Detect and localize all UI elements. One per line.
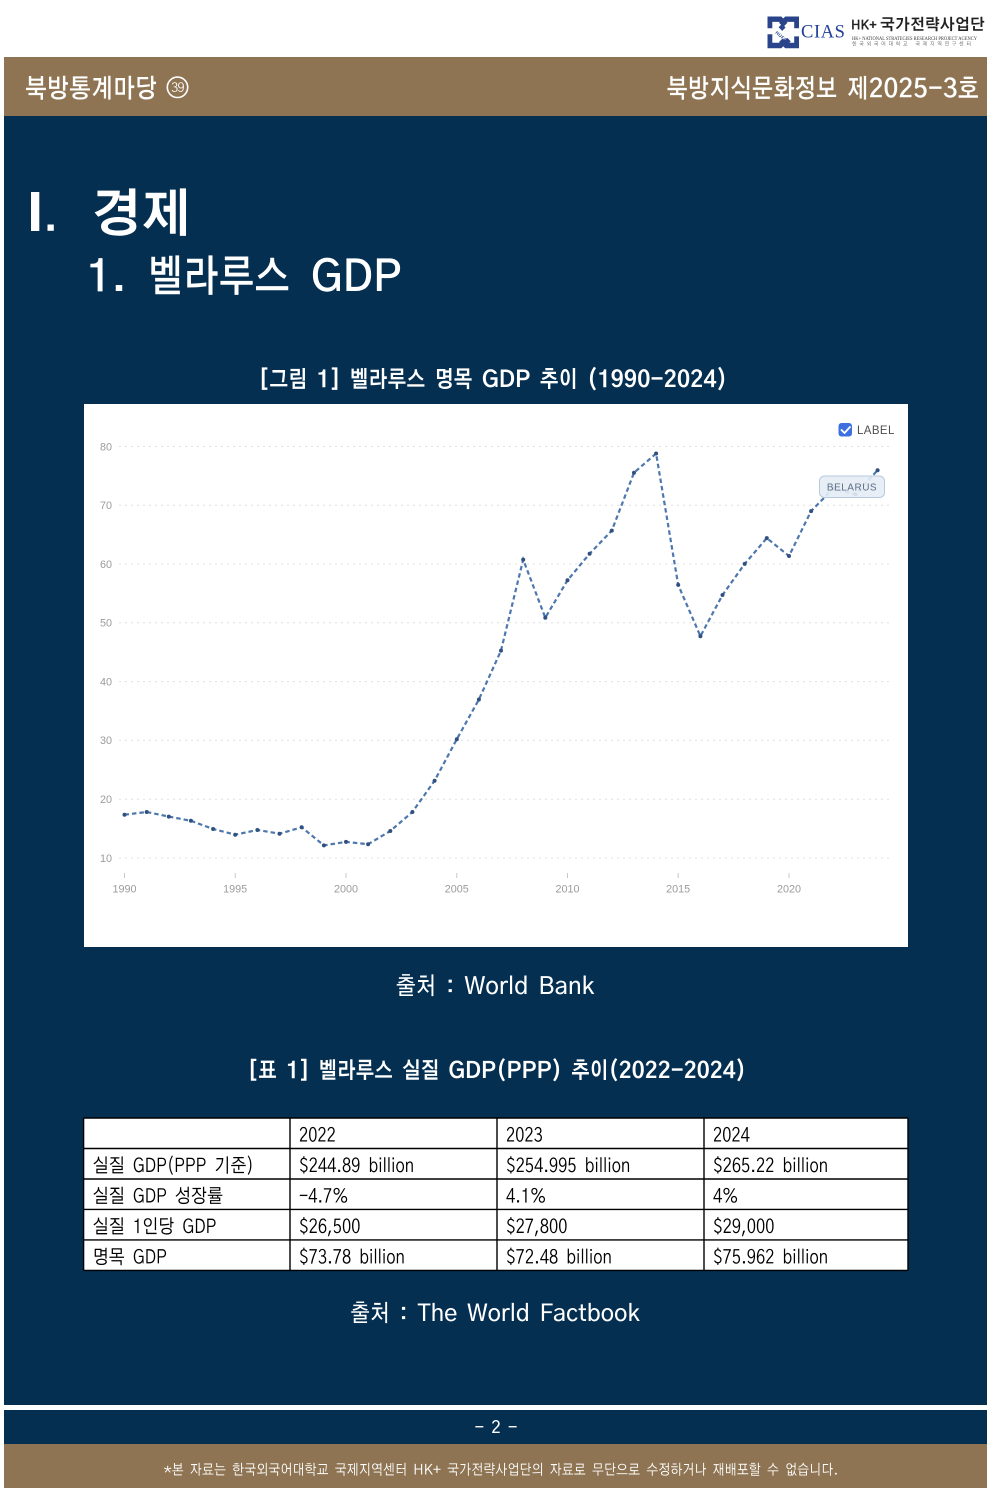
svg-text:10: 10 (100, 853, 112, 865)
svg-text:20: 20 (100, 794, 112, 806)
svg-text:70: 70 (100, 500, 112, 512)
svg-text:40: 40 (100, 676, 112, 688)
svg-text:2005: 2005 (445, 884, 469, 896)
svg-text:LABEL: LABEL (857, 425, 895, 437)
svg-text:2000: 2000 (334, 884, 358, 896)
svg-text:HK+ NATIONAL STRATEGIES RESEAR: HK+ NATIONAL STRATEGIES RESEARCH PROJECT… (852, 36, 977, 42)
svg-text:1990: 1990 (112, 884, 136, 896)
svg-text:80: 80 (100, 441, 112, 453)
svg-text:50: 50 (100, 618, 112, 630)
svg-text:30: 30 (100, 735, 112, 747)
svg-text:2020: 2020 (777, 884, 801, 896)
svg-text:60: 60 (100, 559, 112, 571)
svg-text:2015: 2015 (666, 884, 690, 896)
svg-text:2010: 2010 (555, 884, 579, 896)
svg-text:BELARUS: BELARUS (827, 483, 877, 494)
svg-text:1995: 1995 (223, 884, 247, 896)
svg-text:CIAS: CIAS (801, 23, 846, 43)
